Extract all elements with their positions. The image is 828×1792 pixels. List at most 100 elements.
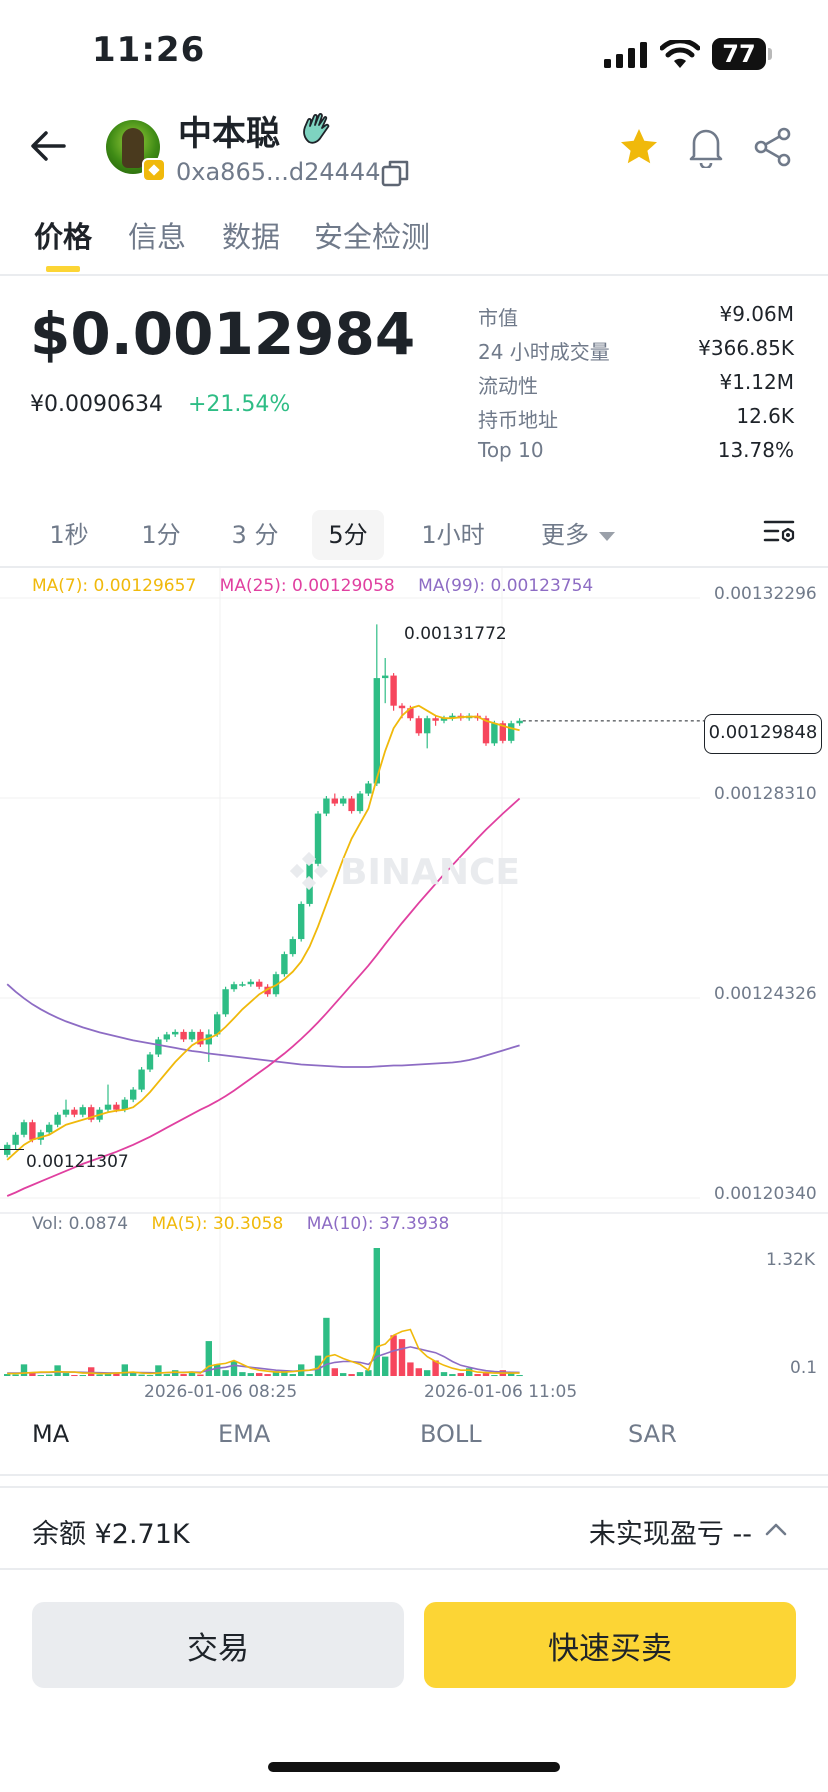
candle xyxy=(331,798,338,804)
tab-security-check[interactable]: 安全检测 xyxy=(314,220,431,254)
back-arrow-icon[interactable] xyxy=(26,124,70,168)
volume-bar xyxy=(222,1370,229,1376)
volume-bar xyxy=(373,1248,380,1376)
volume-bar xyxy=(382,1356,389,1376)
price-change-percent: +21.54% xyxy=(188,392,291,417)
candle xyxy=(12,1134,19,1145)
bnb-chain-badge-icon xyxy=(142,158,166,182)
battery-level xyxy=(712,38,754,70)
interval-5m[interactable]: 5分 xyxy=(312,510,384,560)
stat-label: 持币地址 xyxy=(478,408,558,432)
home-indicator xyxy=(268,1762,560,1772)
chevron-up-icon[interactable] xyxy=(764,1518,788,1542)
candle xyxy=(390,675,397,706)
volume-bar xyxy=(37,1375,44,1377)
favorite-star-icon[interactable] xyxy=(618,126,660,168)
indicator-sar[interactable]: SAR xyxy=(628,1420,677,1448)
volume-bar xyxy=(415,1368,422,1376)
indicator-ma[interactable]: MA xyxy=(32,1420,70,1448)
share-icon[interactable] xyxy=(752,126,794,168)
interval-more-label: 更多 xyxy=(541,521,589,549)
candle xyxy=(88,1107,95,1120)
candle xyxy=(205,1034,212,1045)
volume-bar xyxy=(71,1375,78,1377)
candle xyxy=(314,813,322,864)
tab-price[interactable]: 价格 xyxy=(34,220,93,254)
candle xyxy=(46,1124,53,1133)
candle xyxy=(113,1104,120,1110)
volume-bar xyxy=(331,1368,338,1376)
indicator-boll[interactable]: BOLL xyxy=(420,1420,482,1448)
volume-bar xyxy=(54,1365,61,1376)
interval-3m[interactable]: 3 分 xyxy=(231,521,279,549)
candle xyxy=(188,1031,196,1040)
candle xyxy=(356,793,364,812)
status-bar: 11:26 77 xyxy=(0,0,828,100)
volume-bar xyxy=(482,1373,490,1376)
price-cny: ¥0.0090634 xyxy=(30,392,163,417)
volume-bar xyxy=(104,1374,112,1376)
candle xyxy=(440,718,448,721)
volume-bar xyxy=(323,1317,330,1376)
volume-bar xyxy=(398,1339,406,1376)
interval-1m[interactable]: 1分 xyxy=(141,521,181,549)
candle xyxy=(264,986,271,995)
unrealized-pnl: 未实现盈亏 -- xyxy=(588,1519,752,1550)
volume-bar xyxy=(424,1370,431,1376)
candle xyxy=(37,1132,44,1140)
candle xyxy=(289,939,296,955)
candle xyxy=(222,989,229,1015)
tab-info[interactable]: 信息 xyxy=(128,220,187,254)
vol-ma5-line xyxy=(7,1328,520,1375)
indicator-ema[interactable]: EMA xyxy=(218,1420,271,1448)
interval-1h[interactable]: 1小时 xyxy=(421,521,485,549)
volume-bar xyxy=(256,1373,263,1376)
cellular-signal-icon xyxy=(604,42,647,68)
candle xyxy=(79,1107,86,1115)
kline-chart[interactable]: BINANCE MA(7): 0.00129657 MA(25): 0.0012… xyxy=(0,566,828,1378)
candle xyxy=(104,1104,112,1110)
candle xyxy=(130,1089,137,1100)
interval-more[interactable]: 更多 xyxy=(528,510,628,560)
candle xyxy=(373,678,380,784)
candle xyxy=(163,1034,170,1040)
trade-button[interactable]: 交易 xyxy=(32,1602,404,1688)
x-tick-label: 2026-01-06 11:05 xyxy=(424,1382,578,1402)
status-time: 11:26 xyxy=(92,30,206,70)
y-tick-label: 0.00124326 xyxy=(714,984,817,1004)
page-tabs: 价格 信息 数据 安全检测 xyxy=(0,200,828,276)
stat-label: 24 小时成交量 xyxy=(478,340,610,364)
candle xyxy=(382,675,389,679)
candle xyxy=(398,705,406,709)
stat-value: ¥1.12M xyxy=(719,370,794,394)
wifi-icon xyxy=(660,40,700,68)
candle xyxy=(146,1054,154,1070)
volume-bar xyxy=(130,1373,137,1376)
volume-bar xyxy=(516,1375,523,1377)
candle xyxy=(230,984,238,990)
stat-24h-volume: 24 小时成交量 ¥366.85K xyxy=(478,334,794,368)
volume-bar xyxy=(239,1372,246,1376)
volume-bar xyxy=(62,1373,70,1376)
stat-market-cap: 市值 ¥9.06M xyxy=(478,300,794,334)
quick-trade-button[interactable]: 快速买卖 xyxy=(424,1602,796,1688)
volume-bar xyxy=(188,1372,196,1376)
ma25-legend: MA(25): 0.00129058 xyxy=(219,576,395,596)
candle xyxy=(516,720,523,724)
balance-row[interactable]: 余额 ¥2.71K 未实现盈亏 -- xyxy=(0,1486,828,1570)
bell-icon[interactable] xyxy=(686,124,726,168)
chart-settings-icon[interactable] xyxy=(762,514,798,550)
volume-bar xyxy=(88,1367,95,1376)
candle xyxy=(180,1031,187,1040)
interval-1s[interactable]: 1秒 xyxy=(49,521,89,549)
current-price-tag: 0.00129848 xyxy=(704,714,822,754)
price-usd: $0.0012984 xyxy=(30,300,416,368)
ma-legend: MA(7): 0.00129657 MA(25): 0.00129058 MA(… xyxy=(32,576,611,596)
tab-data[interactable]: 数据 xyxy=(222,220,281,254)
volume-bar xyxy=(474,1374,481,1376)
copy-icon[interactable] xyxy=(380,158,410,188)
candle xyxy=(340,798,347,804)
candle xyxy=(365,783,372,794)
volume-legend: Vol: 0.0874 MA(5): 30.3058 MA(10): 37.39… xyxy=(32,1214,467,1234)
chart-canvas xyxy=(0,568,828,1377)
